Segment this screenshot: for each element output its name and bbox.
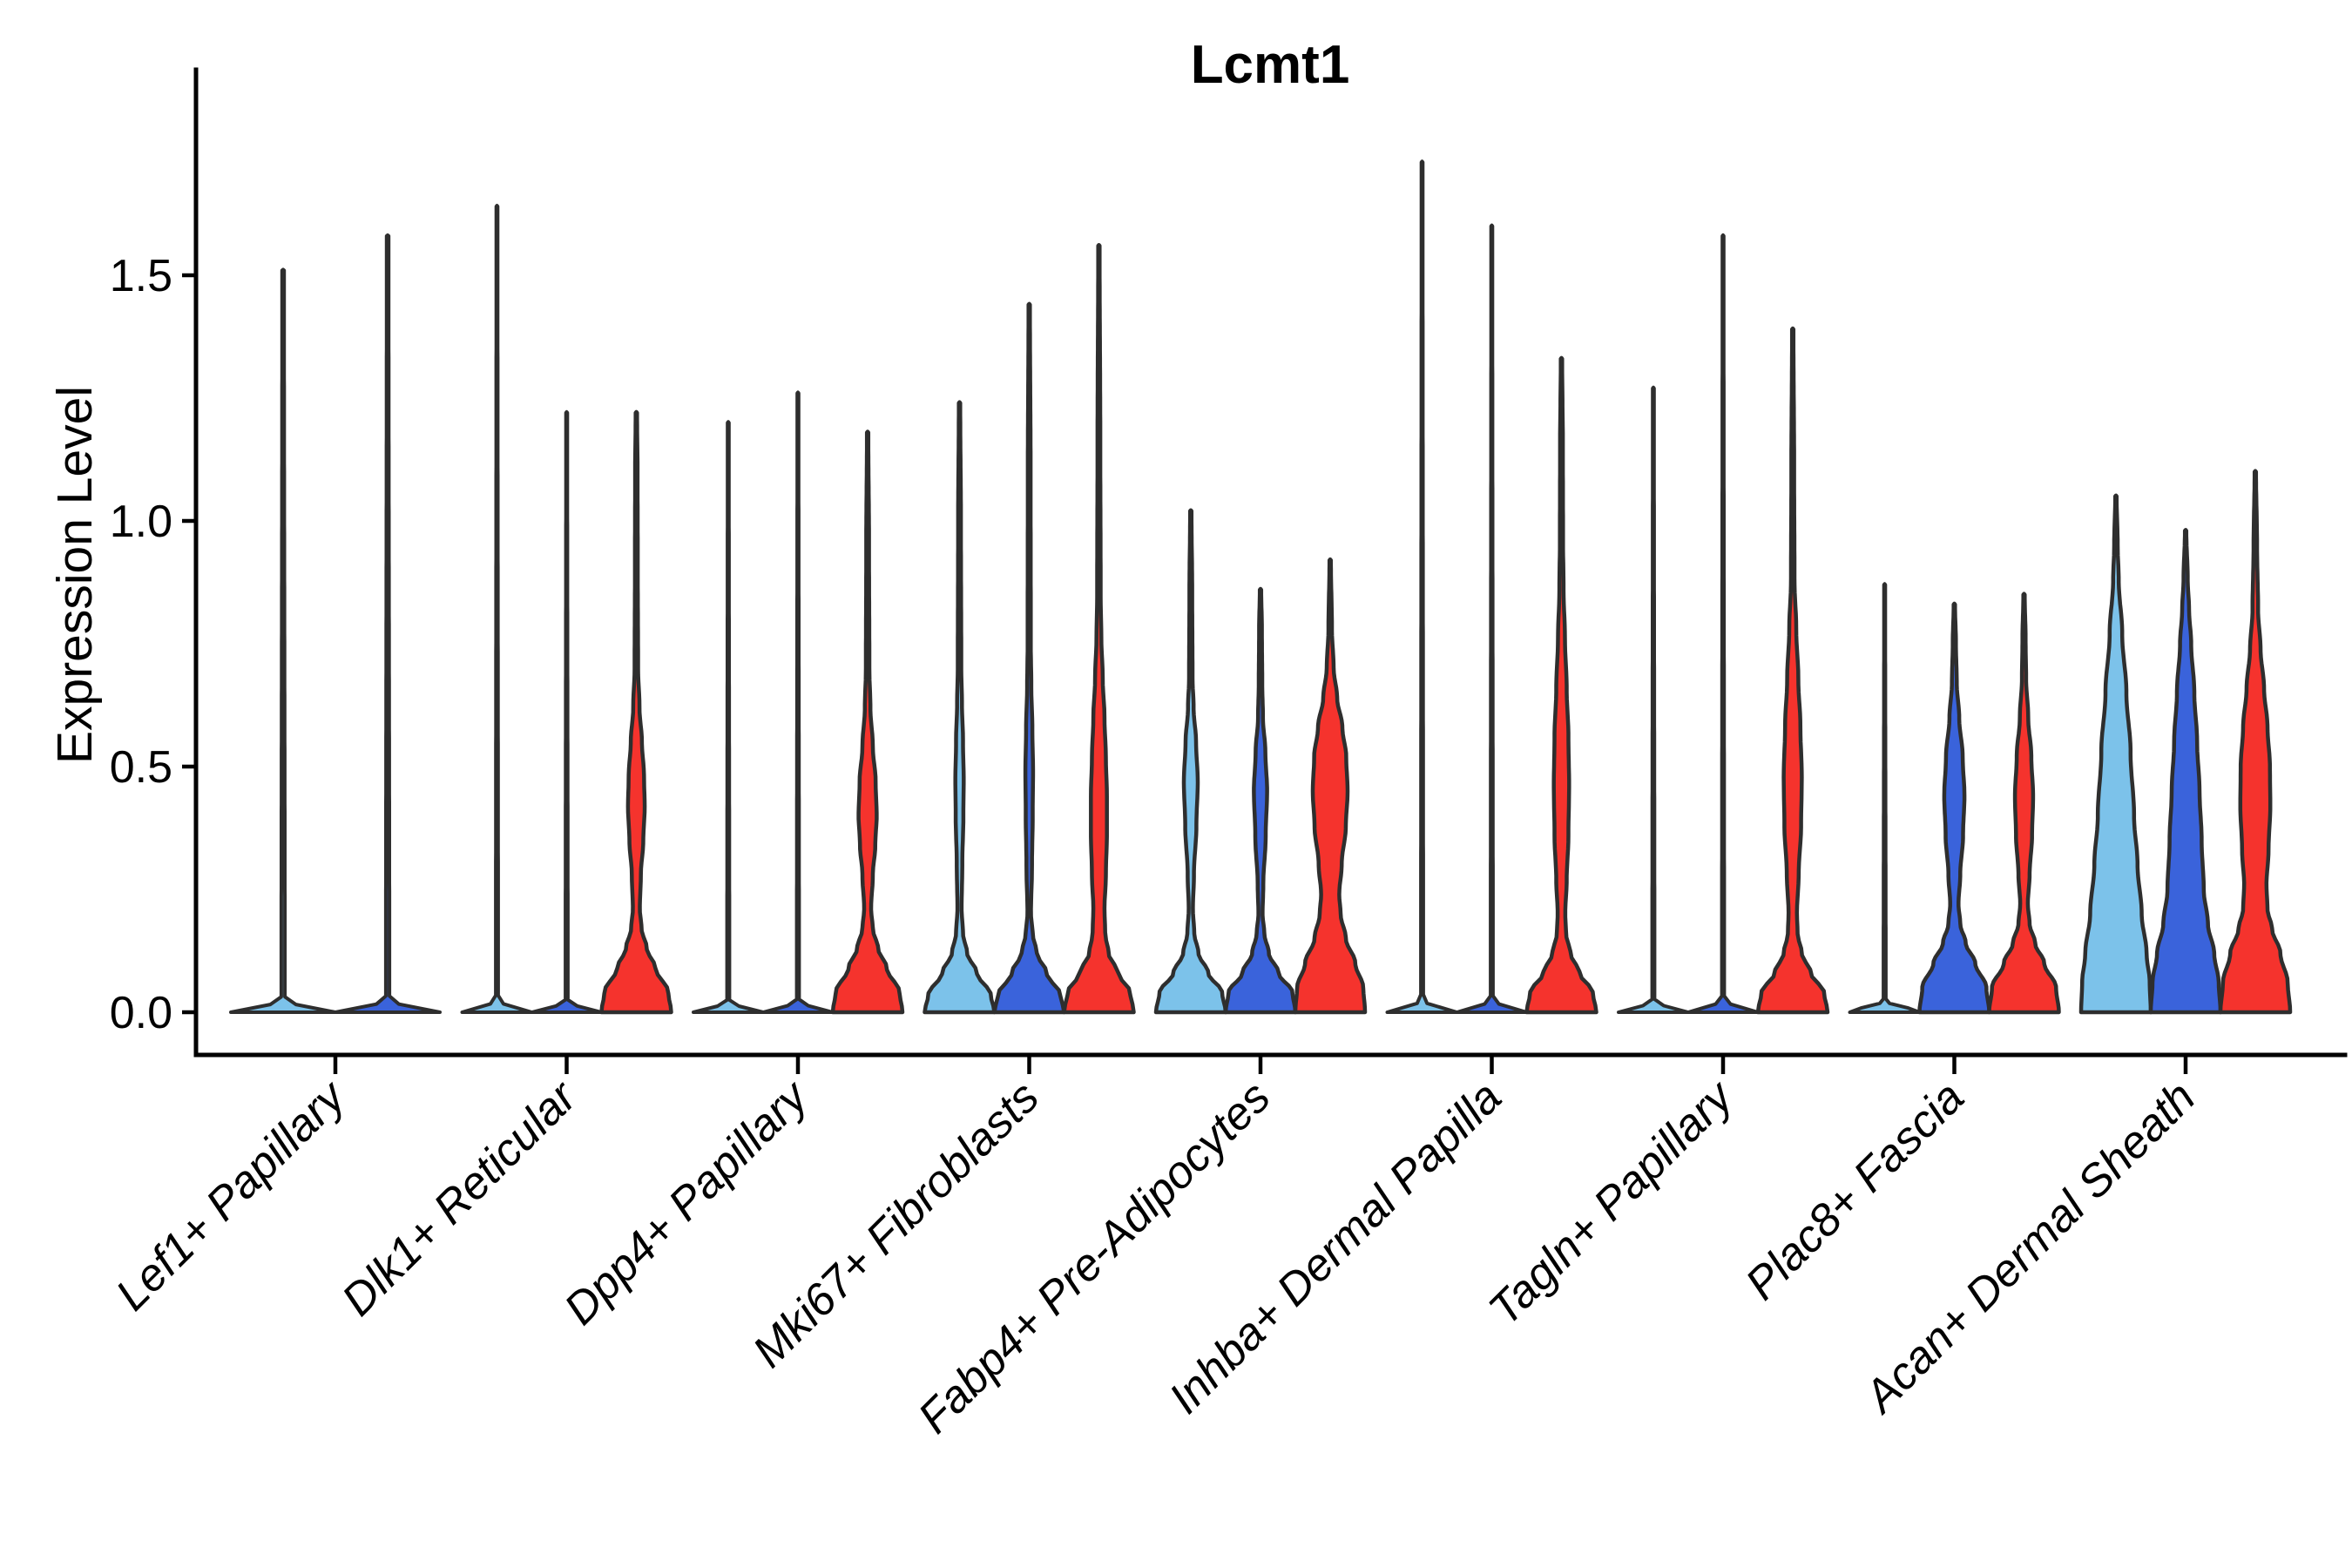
violin-6-blue [1686,233,1760,1014]
violin-3-lightblue [923,400,997,1015]
violin-6-lightblue [1617,385,1690,1014]
violin-4-red [1293,557,1368,1015]
violin-5-red [1524,355,1598,1015]
violin-6-red [1755,326,1830,1015]
y-axis-label: Expression Level [47,386,103,764]
y-tick-label: 1.0 [110,497,172,547]
y-tick-label: 0.5 [110,742,172,793]
violin-1-lightblue [460,204,534,1014]
violin-2-red [830,429,905,1015]
violin-3-red [1062,242,1136,1015]
violin-0-lightblue [229,267,337,1014]
violin-5-lightblue [1385,159,1459,1014]
violin-0-blue [334,233,442,1014]
x-tick-label-1: Dlk1+ Reticular [333,1071,588,1326]
violin-4-blue [1223,586,1298,1015]
violin-1-red [599,409,673,1015]
violin-1-blue [530,409,604,1014]
violin-7-lightblue [1848,582,1922,1014]
violin-8-lightblue [2078,493,2153,1015]
violin-7-blue [1917,601,1991,1015]
violin-4-lightblue [1153,508,1228,1015]
y-tick-label: 1.5 [110,251,172,301]
violin-3-blue [992,301,1066,1015]
axis-lines [193,67,2348,1058]
violin-8-red [2218,469,2293,1015]
x-tick-label-2: Dpp4+ Papillary [555,1070,820,1335]
violin-2-lightblue [692,420,765,1014]
violin-8-blue [2148,528,2223,1015]
y-tick-label: 0.0 [110,988,172,1038]
violin-7-red [1987,591,2061,1015]
chart-title: Lcmt1 [1191,35,1350,95]
violin-2-blue [761,390,835,1014]
x-tick-label-0: Lef1+ Papillary [106,1070,356,1320]
x-tick-label-7: Plac8+ Fascia [1736,1071,1974,1309]
x-tick-label-6: Tagln+ Papillary [1479,1070,1744,1335]
violin-5-blue [1455,223,1529,1014]
